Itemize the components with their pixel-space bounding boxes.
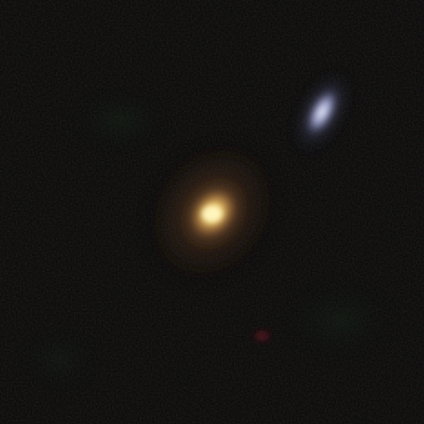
elliptical-galaxy (140, 134, 284, 290)
background-tint (10, 320, 110, 400)
companion-galaxy (292, 70, 352, 154)
background-tint (270, 270, 410, 370)
red-speck (250, 328, 274, 344)
background-tint (60, 80, 180, 160)
